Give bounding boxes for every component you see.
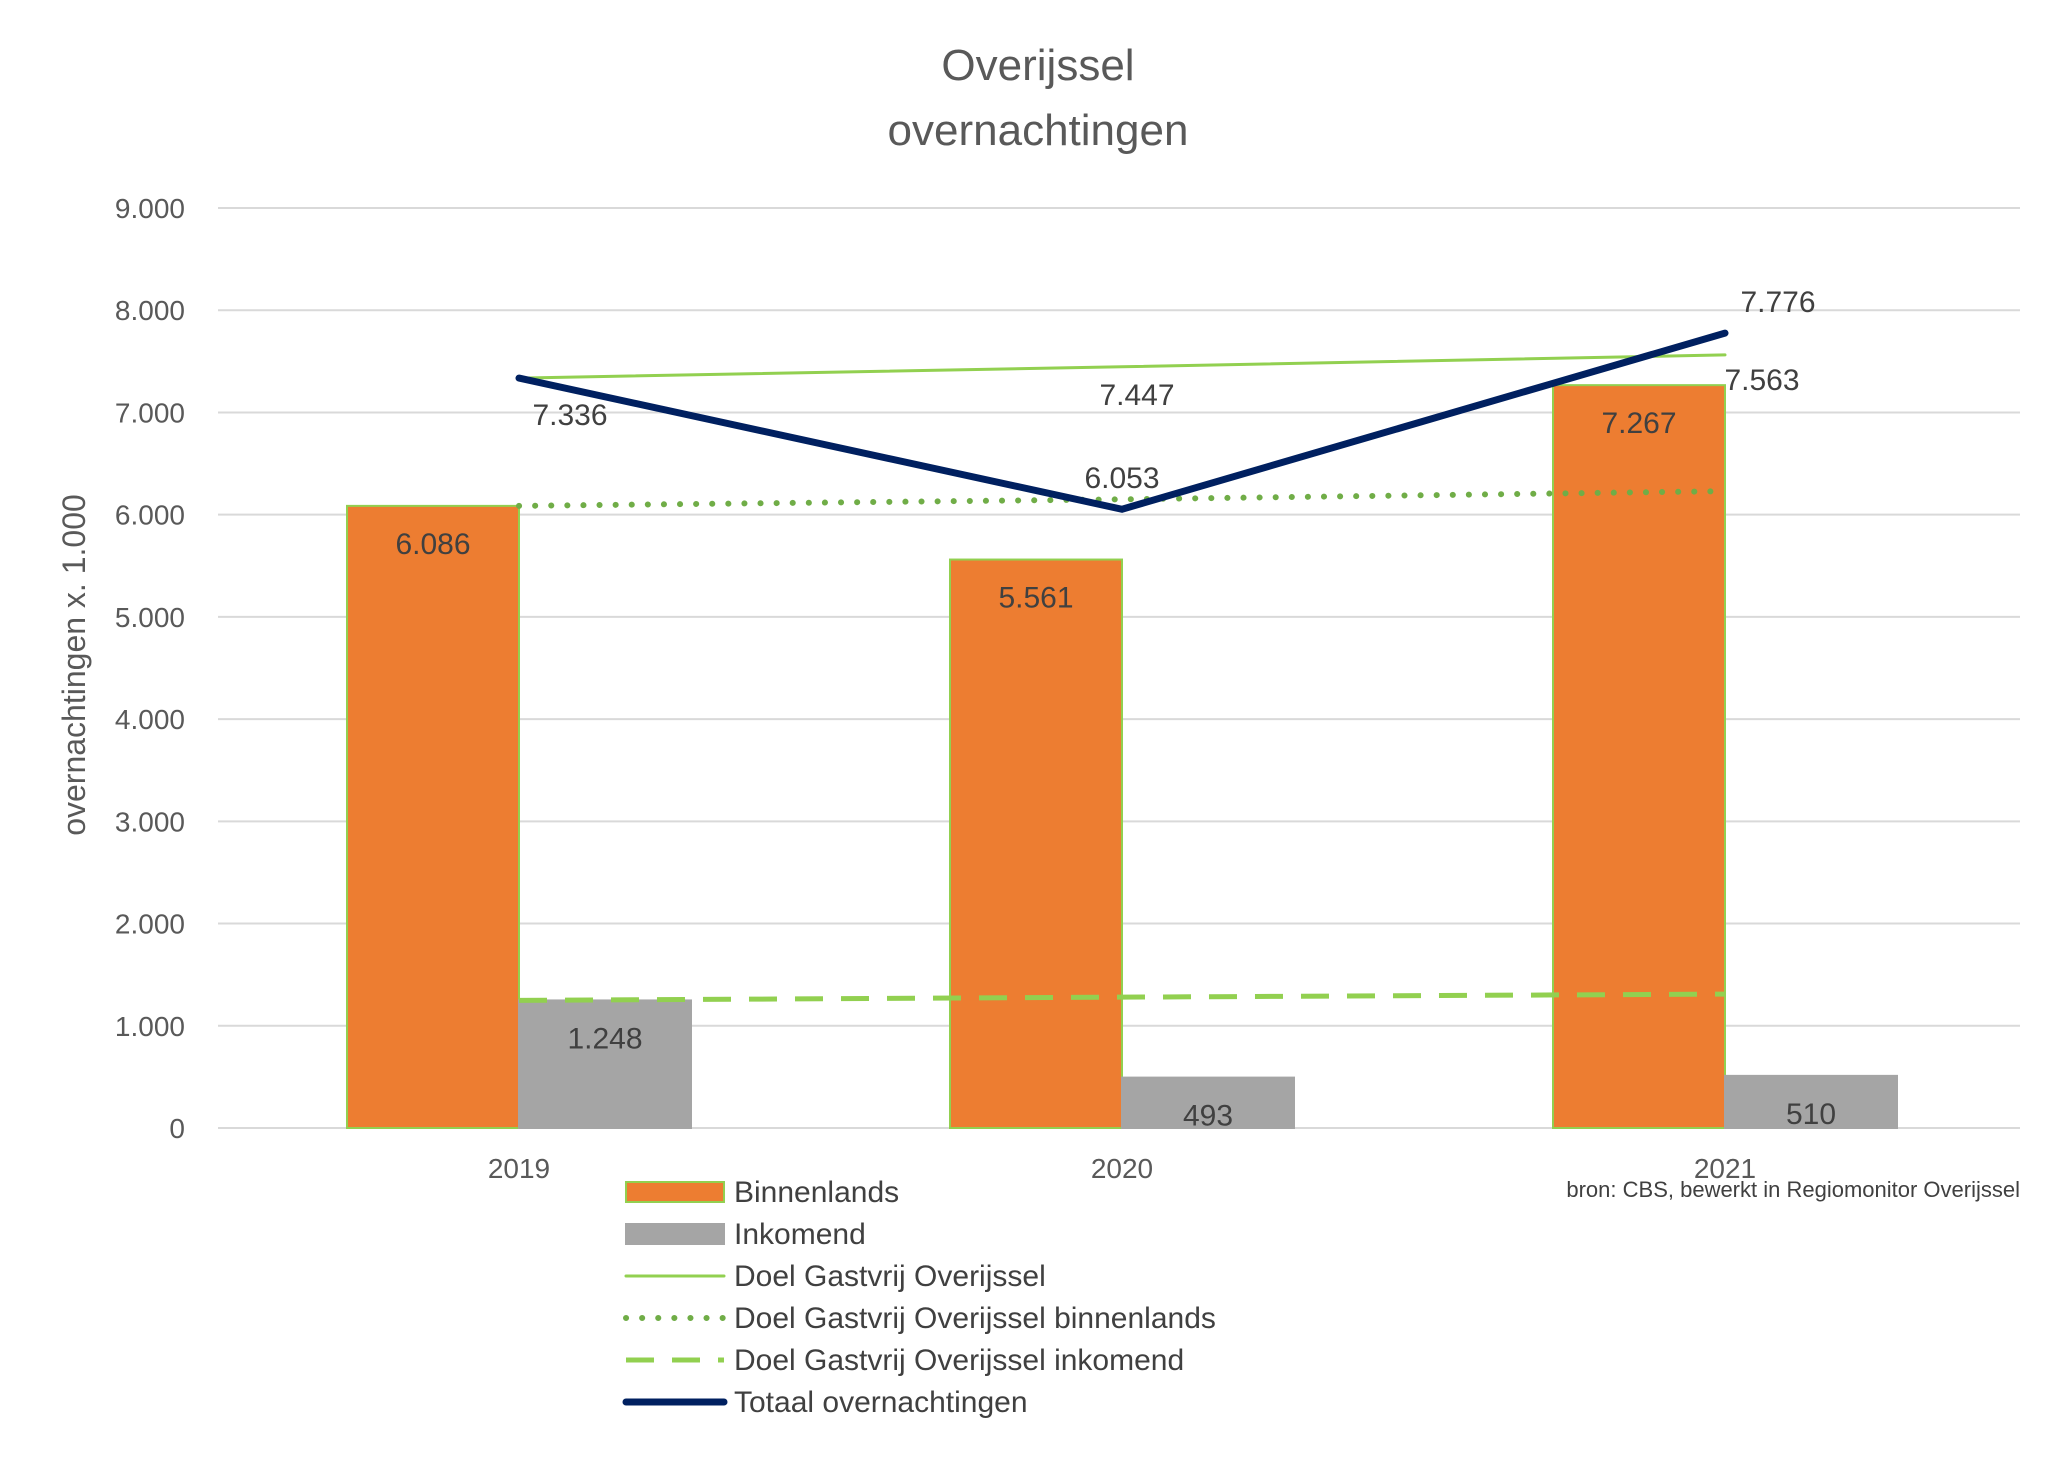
bar-data-label: 7.267	[1601, 407, 1676, 440]
y-tick-label: 4.000	[115, 704, 185, 735]
line-data-label: 7.563	[1724, 364, 1799, 397]
y-tick-label: 3.000	[115, 806, 185, 837]
lines	[515, 329, 1729, 1003]
y-tick-label: 8.000	[115, 295, 185, 326]
line-data-label: 7.447	[1099, 379, 1174, 412]
source-note: bron: CBS, bewerkt in Regiomonitor Overi…	[1566, 1177, 2020, 1202]
chart-title-line-2: overnachtingen	[888, 106, 1189, 155]
legend-swatch	[625, 1223, 725, 1245]
y-axis-label: overnachtingen x. 1.000	[56, 494, 92, 836]
bar-binnenlands-2020	[949, 558, 1123, 1129]
y-tick-label: 9.000	[115, 193, 185, 224]
legend-label: Inkomend	[734, 1218, 866, 1251]
bar-data-label: 1.248	[567, 1022, 642, 1055]
line-series-0	[517, 353, 1727, 380]
legend-label: Doel Gastvrij Overijssel inkomend	[734, 1344, 1184, 1377]
y-tick-label: 1.000	[115, 1011, 185, 1042]
legend-label: Binnenlands	[734, 1176, 899, 1209]
bars	[346, 384, 1898, 1130]
legend-label: Doel Gastvrij Overijssel	[734, 1260, 1046, 1293]
bar-inkomend-2021	[1724, 1074, 1898, 1130]
y-tick-label: 2.000	[115, 909, 185, 940]
legend-swatch	[625, 1181, 725, 1203]
line-data-label: 7.776	[1740, 286, 1815, 319]
y-axis-ticks: 0 1.000 2.000 3.000 4.000 5.000 6.000 7.000 8.00…	[115, 193, 185, 1144]
y-tick-label: 0	[169, 1113, 185, 1144]
legend-label: Totaal overnachtingen	[734, 1386, 1028, 1419]
bar-data-label: 5.561	[998, 582, 1073, 615]
x-tick-label: 2019	[488, 1153, 550, 1184]
bar-inkomend-2020	[1121, 1076, 1295, 1130]
bar-data-label: 510	[1786, 1098, 1836, 1131]
bar-binnenlands-2019	[346, 504, 520, 1129]
bar-data-label: 6.086	[395, 528, 470, 561]
line-data-label: 7.336	[532, 399, 607, 432]
bar-data-label: 493	[1183, 1100, 1233, 1133]
x-axis-ticks: 2019 2020 2021	[488, 1153, 1756, 1184]
bar-binnenlands-2021	[1552, 384, 1726, 1129]
y-tick-label: 7.000	[115, 397, 185, 428]
legend-label: Doel Gastvrij Overijssel binnenlands	[734, 1302, 1216, 1335]
line-data-label: 6.053	[1084, 462, 1159, 495]
bar-inkomend-2019	[518, 999, 692, 1130]
legend: Binnenlands Inkomend Doel Gastvrij Overijs…	[622, 1176, 1216, 1419]
data-labels: 6.086 5.561 7.267 1.248 493 510 7.336 7.447 7.56…	[395, 286, 1836, 1133]
line-series-2	[518, 991, 1726, 1003]
chart-title-line-1: Overijssel	[941, 41, 1134, 90]
y-tick-label: 5.000	[115, 602, 185, 633]
x-tick-label: 2020	[1091, 1153, 1153, 1184]
x-tick-label: 2021	[1694, 1153, 1756, 1184]
line-series-3	[515, 329, 1729, 513]
y-tick-label: 6.000	[115, 500, 185, 531]
